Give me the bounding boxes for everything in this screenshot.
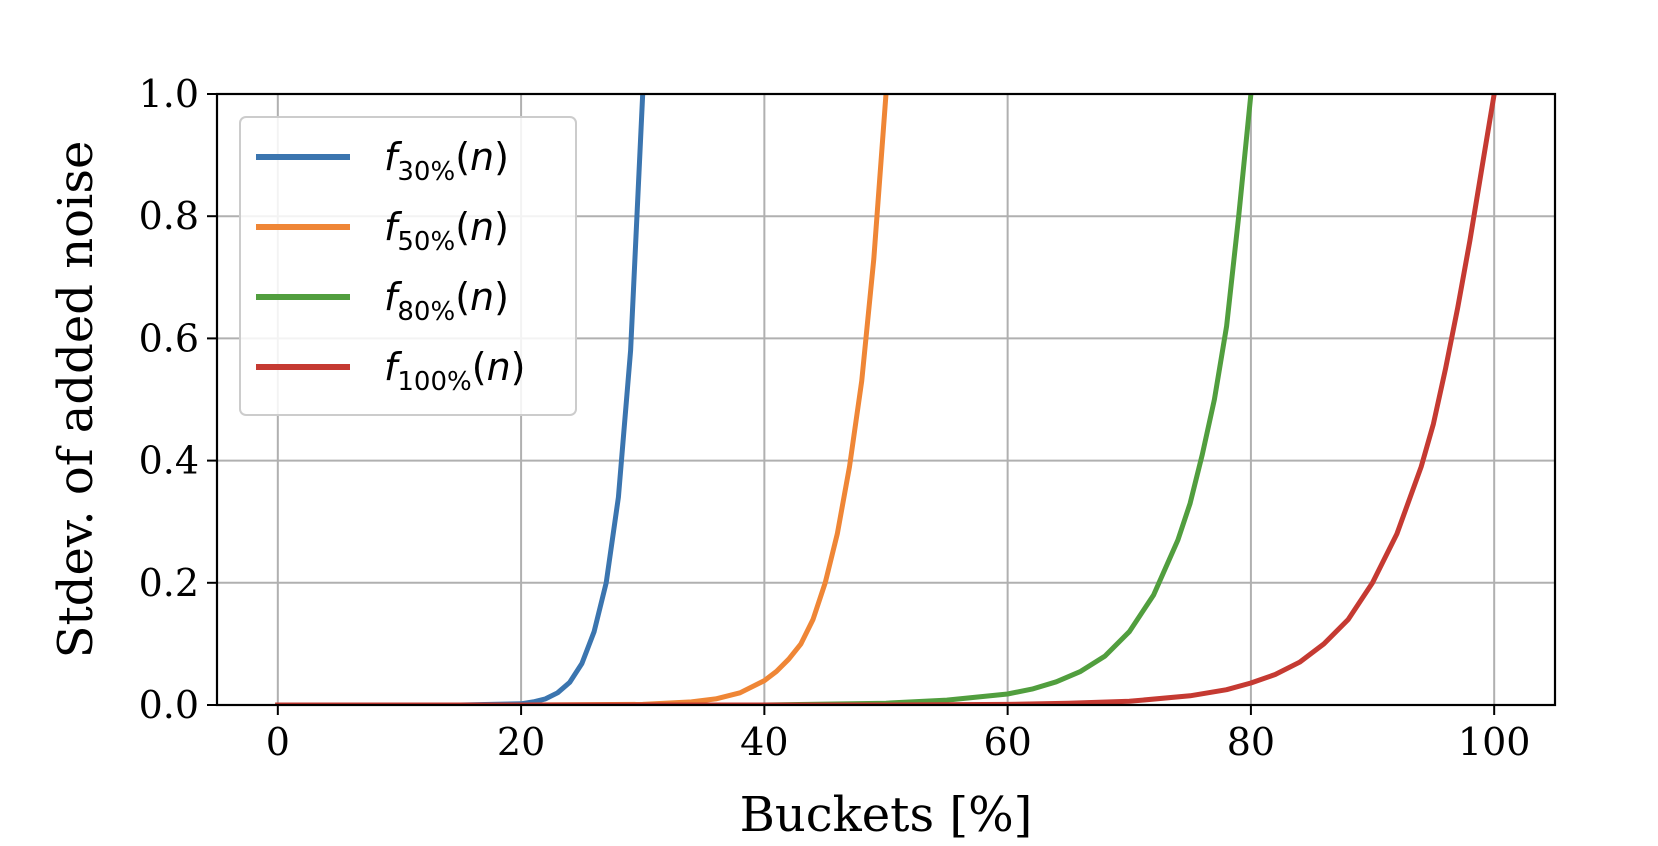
x-tick-label: 40 <box>740 720 788 764</box>
x-tick-label: 20 <box>497 720 545 764</box>
y-tick-label: 0.0 <box>139 683 199 727</box>
x-tick-label: 0 <box>266 720 290 764</box>
legend-label: f100%(n) <box>384 345 525 397</box>
ticks: 0 20 40 60 80 100 0.0 0.2 0.4 0.6 0.8 1.0 <box>139 72 1531 764</box>
x-axis-label: Buckets [%] <box>740 787 1033 843</box>
legend-label: f80%(n) <box>384 275 509 327</box>
y-tick-label: 0.4 <box>139 439 199 483</box>
x-tick-label: 60 <box>983 720 1031 764</box>
y-tick-label: 0.2 <box>139 561 199 605</box>
y-tick-label: 0.6 <box>139 316 199 360</box>
plot-frame <box>215 92 1557 707</box>
legend-label: f50%(n) <box>384 205 509 257</box>
legend-box <box>239 116 577 416</box>
x-tick-label: 80 <box>1227 720 1275 764</box>
x-tick-label: 100 <box>1458 720 1531 764</box>
series-line-80pct <box>275 94 1254 705</box>
series-line-100pct <box>275 94 1497 705</box>
y-tick-label: 1.0 <box>139 72 199 116</box>
y-tick-label: 0.8 <box>139 194 199 238</box>
y-axis-label: Stdev. of added noise <box>48 141 104 659</box>
legend: f30%(n)f50%(n)f80%(n)f100%(n) <box>239 116 577 416</box>
